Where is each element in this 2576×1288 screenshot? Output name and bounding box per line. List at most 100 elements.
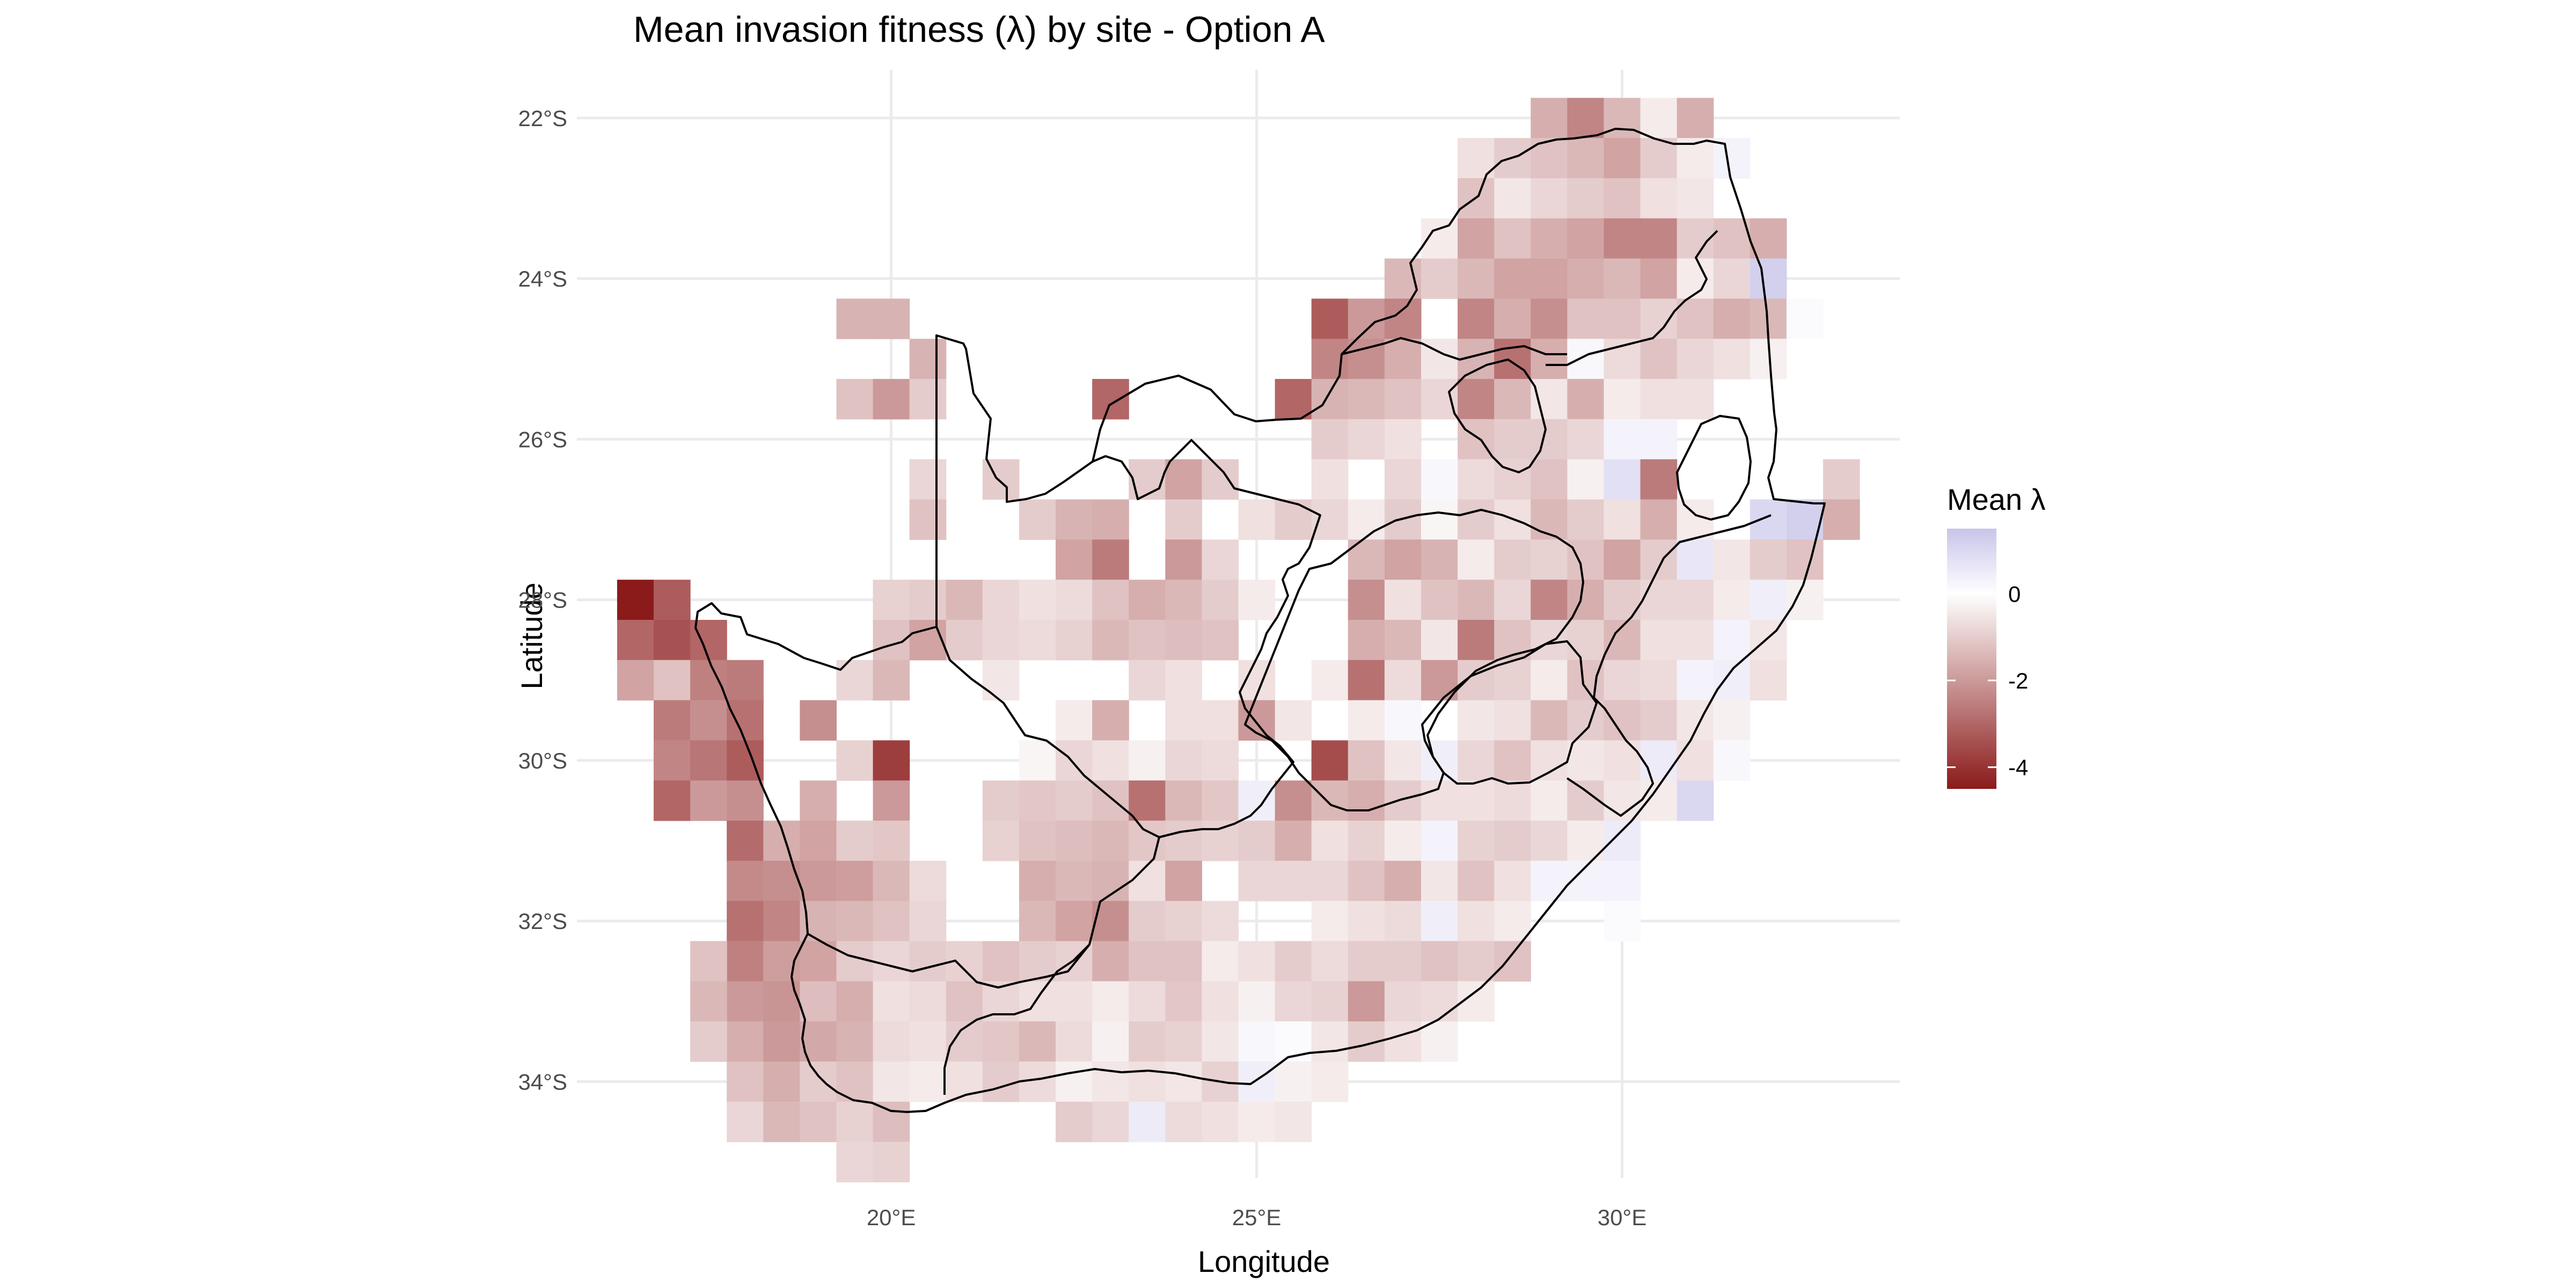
heatmap-cell — [909, 1021, 947, 1062]
heatmap-cell — [1311, 499, 1349, 540]
heatmap-cell — [1348, 379, 1385, 420]
heatmap-cell — [1238, 860, 1276, 902]
heatmap-cell — [982, 660, 1020, 701]
heatmap-cell — [1056, 499, 1093, 540]
heatmap-cell — [1494, 298, 1531, 339]
heatmap-cell — [1531, 339, 1568, 379]
heatmap-cell — [1421, 499, 1458, 540]
heatmap-cell — [727, 780, 764, 821]
heatmap-cell — [1019, 780, 1056, 821]
heatmap-cell — [763, 860, 800, 902]
heatmap-cell — [1384, 700, 1422, 741]
heatmap-cell — [1458, 780, 1495, 821]
heatmap-cell — [727, 981, 764, 1022]
heatmap-cell — [1421, 258, 1458, 299]
lesotho-outline — [1421, 640, 1598, 785]
gauteng-mpumalanga-boundary — [1448, 230, 1718, 473]
heatmap-cell — [690, 780, 727, 821]
heatmap-cell — [982, 580, 1020, 620]
heatmap-cell — [1056, 539, 1093, 580]
heatmap-cell — [800, 981, 837, 1022]
heatmap-cell — [836, 660, 874, 701]
heatmap-cell — [1823, 499, 1860, 540]
heatmap-cell — [1092, 580, 1129, 620]
heatmap-cell — [1202, 539, 1239, 580]
heatmap-cell — [1092, 379, 1129, 420]
heatmap-cell — [1458, 218, 1495, 259]
heatmap-cell — [982, 780, 1020, 821]
heatmap-cell — [1348, 901, 1385, 942]
heatmap-cell — [982, 821, 1020, 861]
heatmap-cell — [1458, 620, 1495, 661]
heatmap-cell — [1458, 901, 1495, 942]
heatmap-cell — [1494, 379, 1531, 420]
heatmap-cell — [1056, 780, 1093, 821]
heatmap-cell — [1202, 821, 1239, 861]
heatmap-cell — [873, 821, 910, 861]
heatmap-cell — [1458, 298, 1495, 339]
heatmap-cell — [1640, 178, 1678, 219]
heatmap-cell — [1640, 419, 1678, 460]
eswatini-outline — [1676, 415, 1752, 521]
heatmap-cell — [1056, 700, 1093, 741]
heatmap-cell — [1750, 620, 1787, 661]
heatmap-cell — [1129, 780, 1166, 821]
heatmap-cell — [1019, 901, 1056, 942]
heatmap-cell — [800, 1101, 837, 1143]
heatmap-cell — [1275, 1062, 1312, 1102]
heatmap-cell — [1421, 660, 1458, 701]
heatmap-cell — [1019, 860, 1056, 902]
heatmap-cell — [1494, 419, 1531, 460]
heatmap-cell — [1531, 620, 1568, 661]
heatmap-cell — [1129, 459, 1166, 500]
heatmap-cell — [690, 740, 727, 781]
heatmap-cell — [1713, 539, 1751, 580]
heatmap-cell — [946, 580, 983, 620]
heatmap-cell — [1604, 258, 1641, 299]
heatmap-cell — [1165, 700, 1203, 741]
heatmap-cell — [982, 941, 1020, 982]
heatmap-cell — [1165, 459, 1203, 500]
heatmap-cell — [836, 1062, 874, 1102]
heatmap-cell — [1531, 700, 1568, 741]
heatmap-cell — [1165, 981, 1203, 1022]
heatmap-cell — [1092, 821, 1129, 861]
heatmap-cell — [1092, 1101, 1129, 1143]
heatmap-cell — [1092, 740, 1129, 781]
heatmap-cell — [1640, 339, 1678, 379]
heatmap-cell — [1677, 620, 1714, 661]
heatmap-cell — [1713, 218, 1751, 259]
heatmap-cell — [1384, 860, 1422, 902]
heatmap-cell — [836, 740, 874, 781]
heatmap-cell — [1092, 981, 1129, 1022]
heatmap-cell — [1786, 580, 1824, 620]
legend-ticks: 0 -2 -4 — [1947, 581, 2028, 780]
heatmap-cell — [1421, 539, 1458, 580]
heatmap-cell — [1531, 499, 1568, 540]
heatmap-cell — [1458, 459, 1495, 500]
heatmap-cell — [1311, 860, 1349, 902]
heatmap-cell — [1531, 298, 1568, 339]
heatmap-cell — [1421, 860, 1458, 902]
heatmap-cell — [1458, 941, 1495, 982]
heatmap-cell — [1640, 218, 1678, 259]
heatmap-cell — [1056, 1062, 1093, 1102]
heatmap-cell — [1567, 700, 1605, 741]
heatmap-cell — [873, 901, 910, 942]
legend-tick-label: -4 — [2008, 755, 2028, 780]
heatmap-cell — [909, 1062, 947, 1102]
heatmap-cell — [763, 1062, 800, 1102]
heatmap-cell — [1019, 1062, 1056, 1102]
heatmap-cell — [1092, 620, 1129, 661]
heatmap-cell — [1494, 258, 1531, 299]
heatmap-cell — [1275, 379, 1312, 420]
heatmap-cell — [1531, 258, 1568, 299]
heatmap-cell — [727, 901, 764, 942]
heatmap-cell — [653, 660, 691, 701]
heatmap-cell — [1750, 499, 1787, 540]
heatmap-cell — [1129, 1062, 1166, 1102]
heatmap-cell — [1713, 580, 1751, 620]
heatmap-cell — [1750, 539, 1787, 580]
heatmap-cell — [727, 1101, 764, 1143]
heatmap-cell — [1531, 740, 1568, 781]
